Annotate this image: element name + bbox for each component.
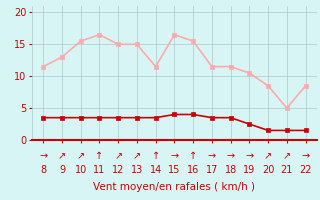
Text: ↗: ↗ [114,151,122,161]
Text: 19: 19 [243,165,255,175]
Text: 18: 18 [225,165,237,175]
Text: 9: 9 [59,165,65,175]
Text: 14: 14 [149,165,162,175]
Text: 15: 15 [168,165,180,175]
Text: ↑: ↑ [189,151,197,161]
Text: 17: 17 [206,165,218,175]
Text: ↗: ↗ [58,151,66,161]
Text: →: → [245,151,253,161]
Text: ↑: ↑ [152,151,160,161]
Text: ↗: ↗ [264,151,272,161]
Text: 13: 13 [131,165,143,175]
Text: 8: 8 [40,165,46,175]
Text: 16: 16 [187,165,199,175]
Text: ↗: ↗ [133,151,141,161]
Text: →: → [208,151,216,161]
Text: →: → [39,151,47,161]
Text: Vent moyen/en rafales ( km/h ): Vent moyen/en rafales ( km/h ) [93,182,255,192]
Text: 20: 20 [262,165,274,175]
Text: ↗: ↗ [77,151,85,161]
Text: 22: 22 [299,165,312,175]
Text: →: → [170,151,179,161]
Text: →: → [227,151,235,161]
Text: ↗: ↗ [283,151,291,161]
Text: →: → [301,151,310,161]
Text: 21: 21 [281,165,293,175]
Text: 12: 12 [112,165,124,175]
Text: 11: 11 [93,165,106,175]
Text: ↑: ↑ [95,151,103,161]
Text: 10: 10 [75,165,87,175]
